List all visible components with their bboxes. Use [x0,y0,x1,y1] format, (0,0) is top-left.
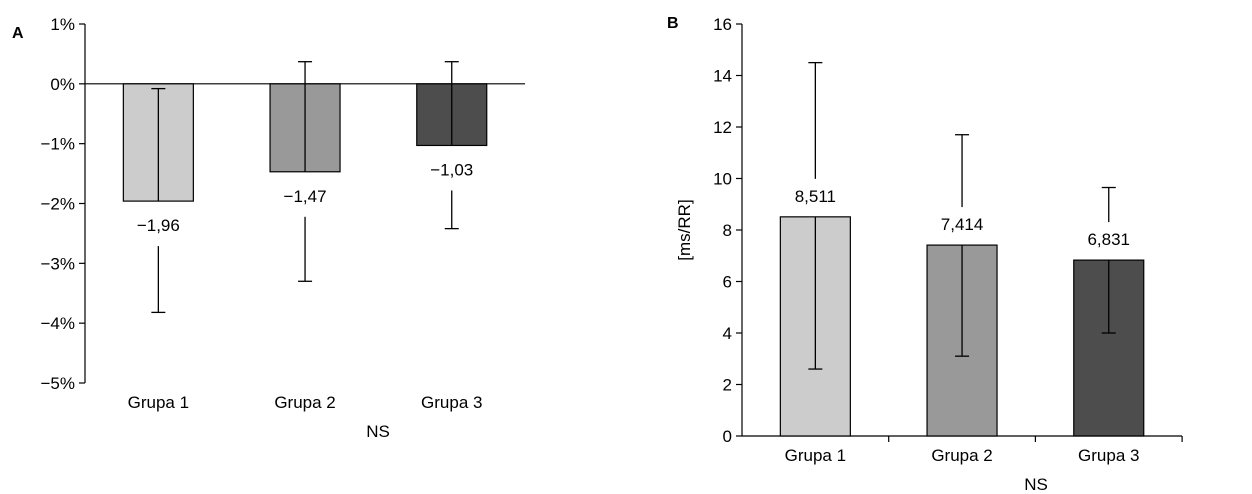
panel-b-y-tick-label: 0 [723,427,732,446]
panel-b-category-label-2: Grupa 2 [931,446,992,465]
panel-b-category-label-1: Grupa 1 [785,446,846,465]
panel-a-y-tick-label: −1% [41,135,76,154]
panel-b-category-label-3: Grupa 3 [1078,446,1139,465]
panel-a-y-tick-label: −3% [41,254,76,273]
panel-b-data-label-2: 7,414 [941,215,984,234]
panel-a-y-tick-label: 1% [50,15,75,34]
panel-a-category-label-3: Grupa 3 [421,393,482,412]
panel-b-label: B [667,15,679,32]
panel-a-label: A [12,25,24,42]
panel-a-data-label-1: −1,96 [137,216,180,235]
panel-b-x-axis-title: NS [1024,475,1048,494]
panel-b-y-tick-label: 14 [713,67,732,86]
panel-a-x-axis-title: NS [366,422,390,441]
panel-b-y-tick-label: 12 [713,118,732,137]
panel-a-data-label-2: −1,47 [284,187,327,206]
panel-a-y-tick-label: −2% [41,195,76,214]
panel-b-y-tick-label: 10 [713,170,732,189]
panel-a-y-tick-label: 0% [50,75,75,94]
panel-a-category-label-2: Grupa 2 [274,393,335,412]
panel-b-y-tick-label: 4 [723,324,732,343]
panel-a-category-label-1: Grupa 1 [128,393,189,412]
panel-a-y-tick-label: −5% [41,374,76,393]
panel-b-data-label-1: 8,511 [795,187,836,206]
panel-a-data-label-3: −1,03 [430,160,473,179]
panel-a-y-tick-label: −4% [41,314,76,333]
panel-b-y-tick-label: 16 [713,15,732,34]
panel-b-data-label-3: 6,831 [1087,230,1130,249]
panel-b-y-tick-label: 8 [723,221,732,240]
panel-b-y-tick-label: 6 [723,273,732,292]
panel-b-y-tick-label: 2 [723,376,732,395]
panel-b-y-axis-title: [ms/RR] [675,199,694,260]
